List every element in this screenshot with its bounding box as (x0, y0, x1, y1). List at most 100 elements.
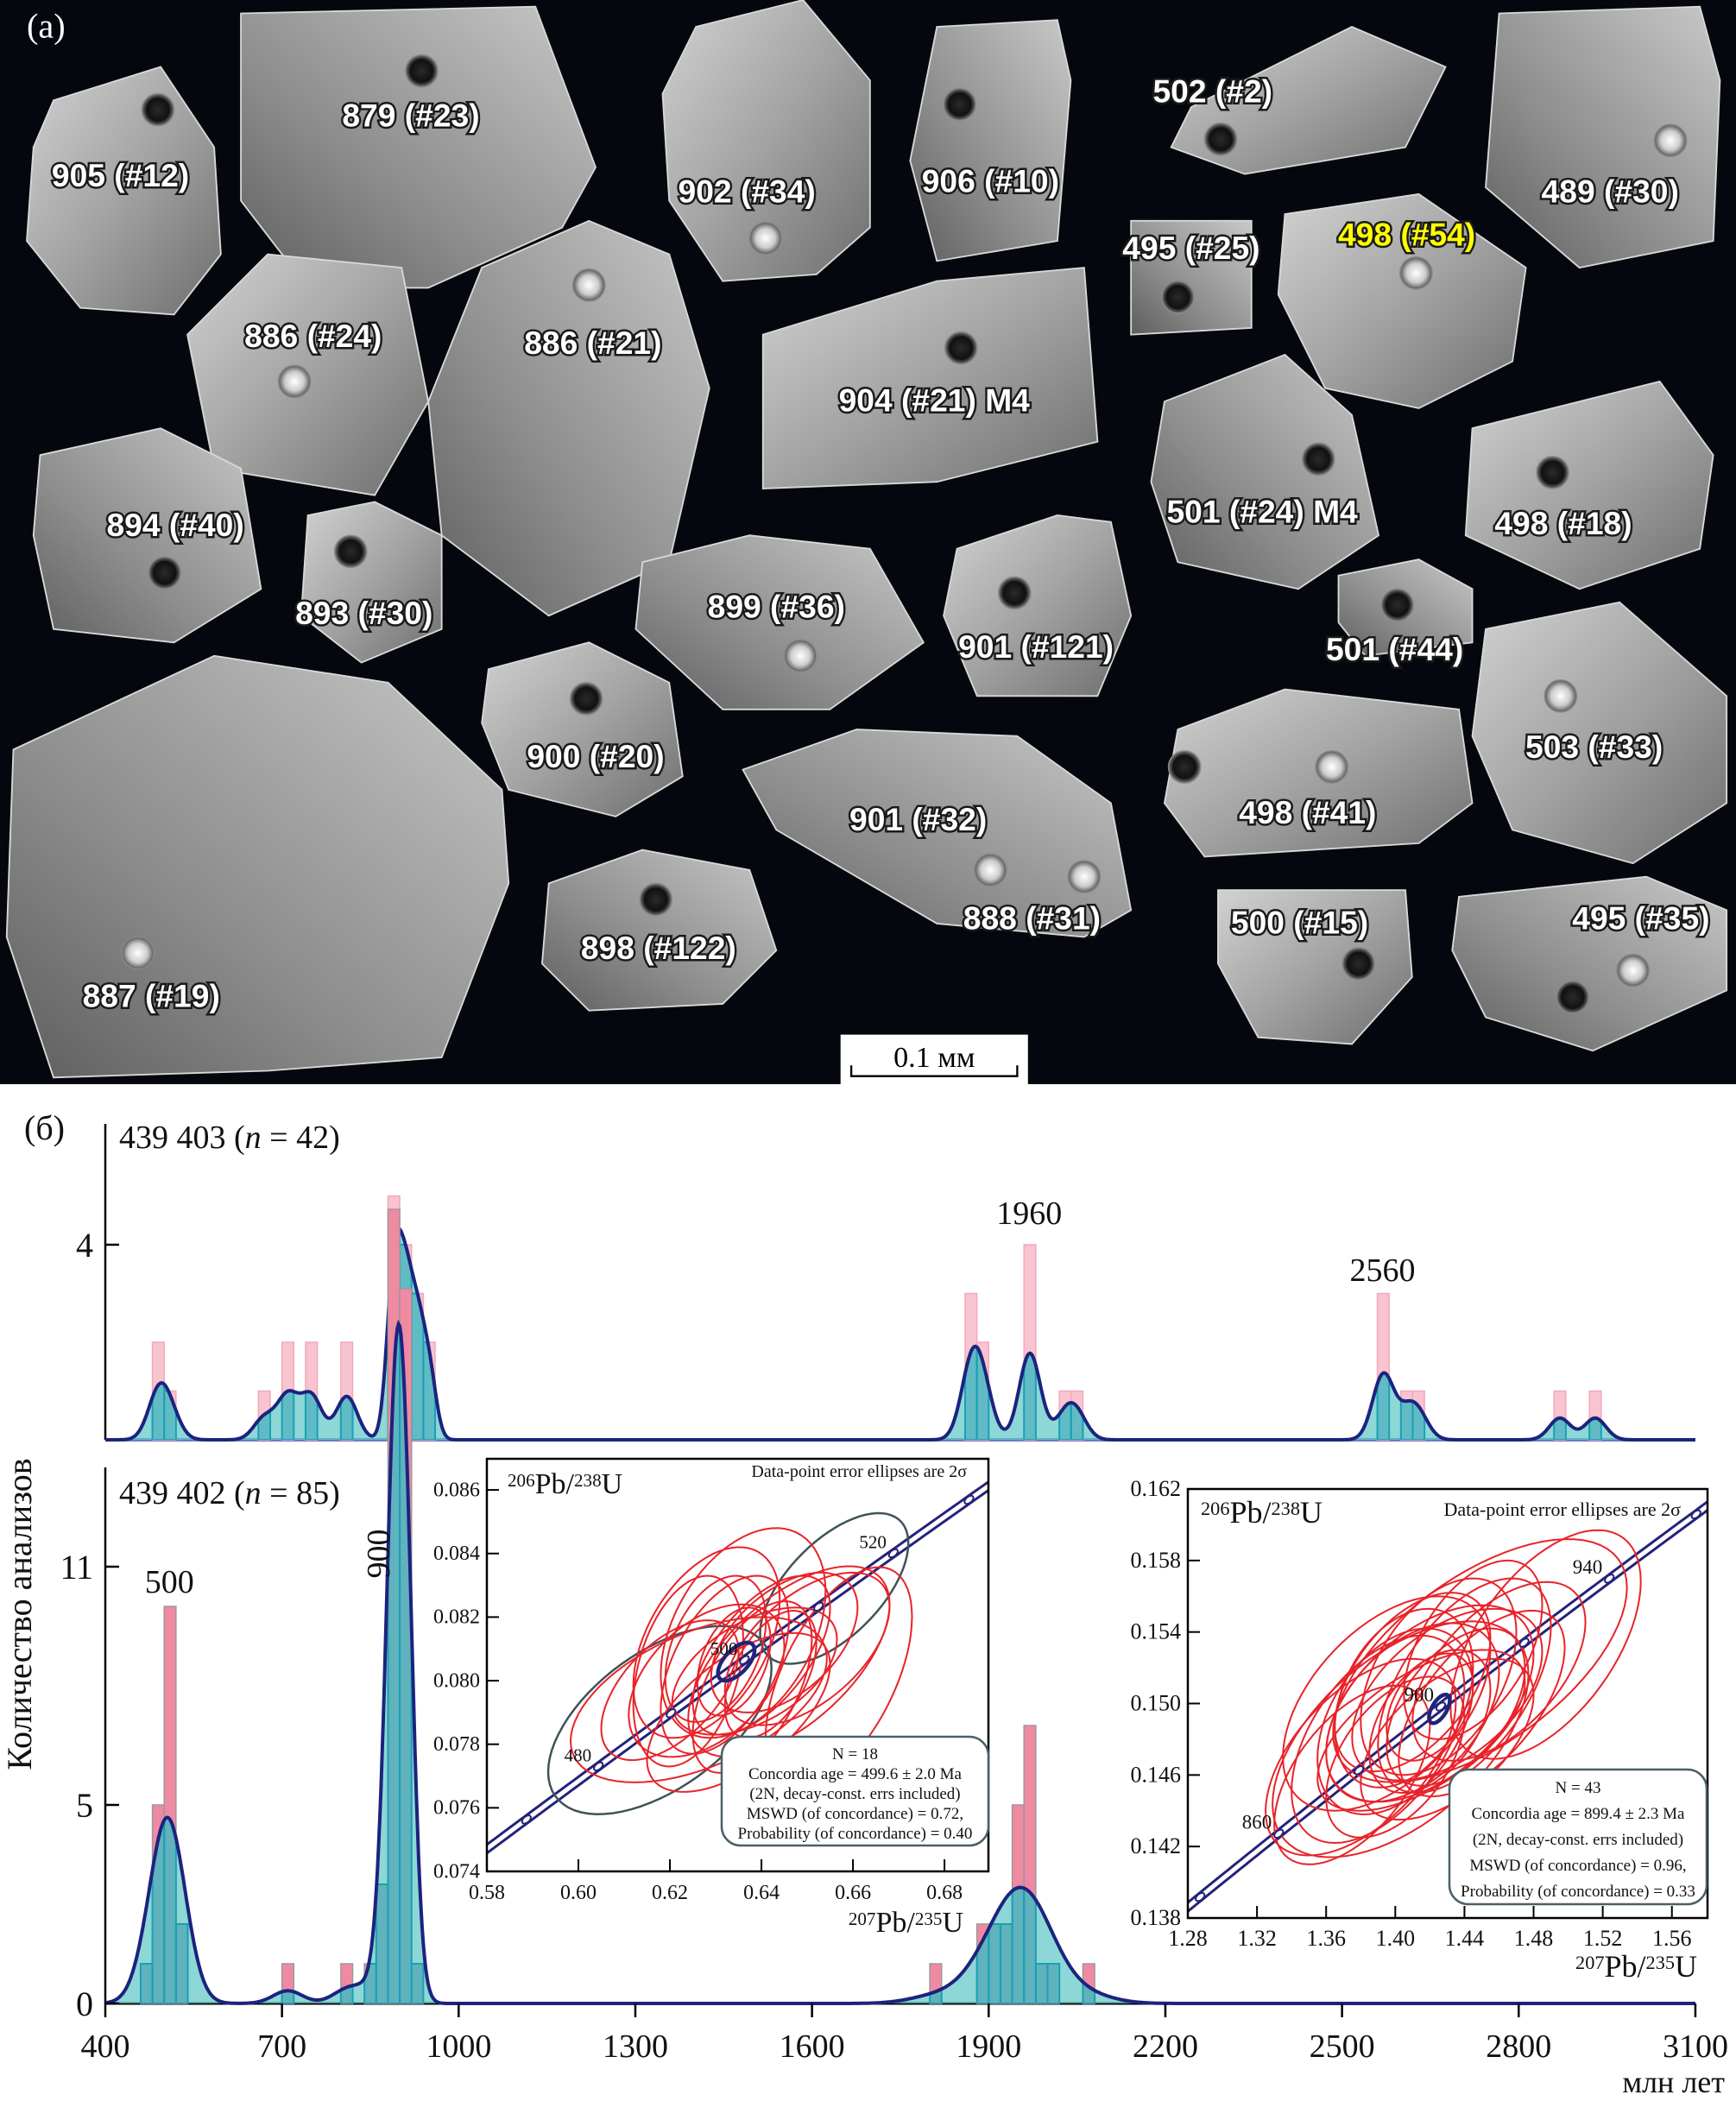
panel-sample-label: 439 402 (n = 85) (119, 1475, 340, 1511)
concordia-age-marker (593, 1761, 604, 1772)
x-tick-label: 1900 (956, 2028, 1021, 2065)
histogram-bar-overlap (988, 1923, 1001, 2003)
grain-label: 902 (#34) (679, 174, 816, 210)
sample-label-part: = 42) (262, 1120, 340, 1156)
axis-label-part: 235 (915, 1909, 943, 1929)
y-tick-label: 0.074 (433, 1860, 480, 1883)
error-ellipse (600, 1619, 740, 1762)
peak-label: 1960 (996, 1196, 1062, 1232)
error-ellipse (1265, 1657, 1457, 1857)
x-tick-label: 1.36 (1306, 1926, 1346, 1951)
grain-label: 887 (#19) (83, 978, 220, 1014)
concordia-age-marker (1354, 1765, 1365, 1776)
error-ellipse (1403, 1559, 1543, 1740)
axis-label-part: Pb/ (1605, 1949, 1646, 1984)
y-axis-label: Количество анализов (0, 1458, 39, 1770)
concordia-age-label: 860 (1242, 1811, 1272, 1833)
grain-label: 501 (#44) (1326, 631, 1463, 667)
concordia-age-marker (1195, 1891, 1206, 1902)
grain-label-highlighted: 498 (#54) (1338, 216, 1475, 252)
analysis-spot (1399, 256, 1433, 290)
error-ellipse (664, 1574, 767, 1723)
zircon-grain (634, 534, 925, 710)
grain-label: 503 (#33) (1525, 729, 1663, 765)
sample-label-part: n (245, 1475, 262, 1511)
plot-area: 480 500 520 (487, 1480, 988, 1855)
concordia-age-label: 520 (859, 1531, 887, 1552)
analysis-spot (1301, 442, 1335, 476)
analysis-spot (1556, 980, 1590, 1014)
stats-legend-line: N = 43 (1556, 1779, 1601, 1797)
density-curve (104, 1319, 1695, 2005)
x-tick-label: 2800 (1486, 2028, 1551, 2065)
y-axis-label: 206Pb/238U (1201, 1495, 1323, 1530)
error-ellipse-gray (759, 1511, 910, 1665)
axis-label-part: U (1300, 1495, 1323, 1530)
analysis-spot (405, 54, 439, 88)
grain-label: 500 (#15) (1231, 904, 1368, 940)
y-tick-label: 0.162 (1131, 1476, 1182, 1501)
grain-label: 498 (#41) (1239, 794, 1376, 830)
concordia-age-marker (666, 1708, 677, 1719)
concordia-age-marker (963, 1494, 975, 1505)
grain-label: 495 (#25) (1122, 230, 1259, 266)
x-tick-label: 400 (81, 2028, 130, 2065)
zircon-grain (240, 5, 597, 289)
y-tick-label: 5 (76, 1786, 93, 1825)
x-axis-label: млн лет (1622, 2065, 1725, 2099)
histogram-panel (105, 1195, 1695, 1442)
concordia-age-label: 940 (1573, 1556, 1603, 1578)
concordia-age-ellipse (1427, 1692, 1452, 1726)
grain-label: 900 (#20) (527, 738, 664, 774)
sample-label-part: n (245, 1120, 262, 1156)
histogram-bar-overlap (375, 1883, 389, 2003)
zircon-grain (1485, 5, 1721, 269)
axis-label-part: 207 (1575, 1952, 1604, 1973)
analysis-spot (1543, 678, 1578, 713)
grain-label: 886 (#24) (244, 318, 382, 354)
x-tick-label: 1.48 (1514, 1926, 1554, 1951)
histogram-bar-overlap (999, 1923, 1013, 2003)
histogram-panel (104, 1208, 1695, 2005)
error-ellipse (723, 1609, 817, 1739)
x-tick-label: 1.44 (1445, 1926, 1485, 1951)
x-tick-label: 0.64 (743, 1882, 780, 1904)
error-ellipse (1316, 1649, 1526, 1812)
zircon-grain (1170, 25, 1447, 175)
y-tick-label: 0.076 (433, 1797, 480, 1820)
analysis-spot (783, 639, 817, 673)
grain-label: 906 (#10) (922, 162, 1059, 199)
analysis-spot (569, 682, 603, 716)
zircon-grain (661, 0, 871, 282)
y-tick-label: 0.138 (1131, 1905, 1182, 1930)
density-curve (105, 1226, 1695, 1442)
analysis-spot (333, 534, 368, 569)
y-tick-label: 0.154 (1131, 1619, 1182, 1644)
error-ellipse-gray (546, 1625, 773, 1815)
error-ellipse (1411, 1580, 1587, 1762)
x-tick-label: 0.60 (560, 1882, 597, 1904)
stats-legend-line: Probability (of concordance) = 0.40 (738, 1825, 973, 1843)
concordia-age-marker (1518, 1637, 1530, 1648)
histogram-bar-overlap (139, 1963, 154, 2003)
grain-label: 898 (#122) (581, 930, 736, 966)
axis-label-part: 235 (1646, 1952, 1675, 1973)
axis-label-part: 207 (849, 1909, 876, 1929)
y-tick-label: 0.082 (433, 1606, 480, 1629)
grain-labels: 905 (#12) 879 (#23) 902 (#34) 906 (#10) … (49, 71, 1712, 1016)
zircon-grain (1277, 192, 1527, 409)
analysis-spot (1315, 750, 1349, 784)
axis-label-part: 238 (574, 1470, 602, 1491)
concordia-age-marker (887, 1548, 900, 1559)
ellipse-note: Data-point error ellipses are 2σ (751, 1462, 967, 1481)
x-tick-label: 1600 (780, 2028, 845, 2065)
analysis-spot (1067, 860, 1102, 894)
x-tick-label: 1300 (603, 2028, 668, 2065)
error-ellipse (1325, 1675, 1466, 1839)
grain-label: 899 (#36) (708, 588, 845, 624)
error-ellipse (1351, 1607, 1543, 1782)
stats-legend-line: Concordia age = 899.4 ± 2.3 Ma (1472, 1805, 1686, 1823)
error-ellipse (1360, 1577, 1518, 1776)
